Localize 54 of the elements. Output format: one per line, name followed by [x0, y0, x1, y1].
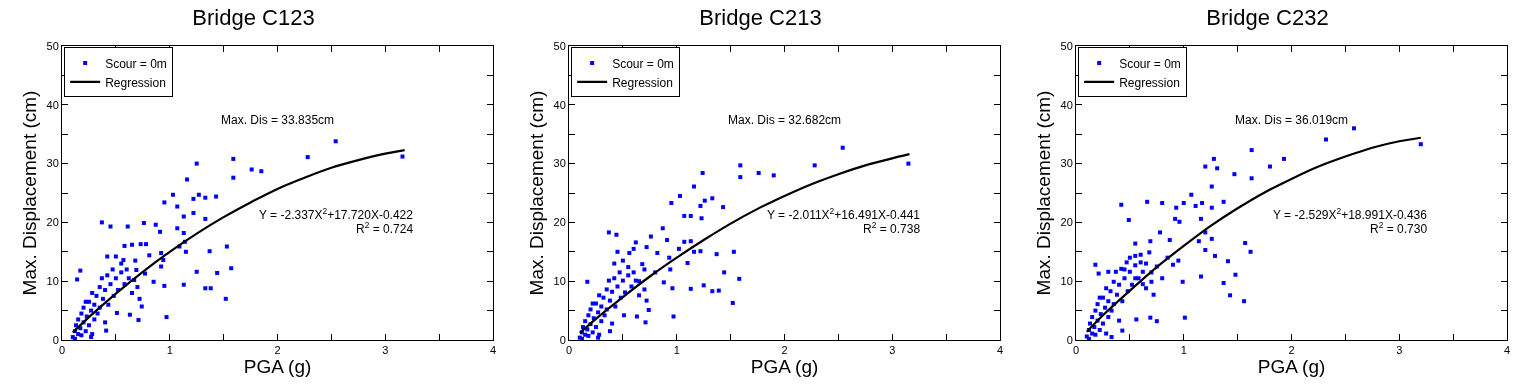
y-tick-label: 0	[1066, 333, 1073, 346]
y-tick-label: 40	[553, 98, 566, 111]
chart-title: Bridge C232	[1206, 5, 1329, 31]
y-tick-label: 10	[553, 275, 566, 288]
x-tick-label: 4	[489, 344, 497, 357]
y-tick-label: 50	[46, 39, 59, 52]
y-tick-label: 30	[553, 157, 566, 170]
legend-label: Scour = 0m	[612, 56, 674, 71]
legend-label: Regression	[1119, 75, 1180, 90]
annotation: Max. Dis = 36.019cm	[1235, 113, 1349, 127]
x-tick-label: 1	[1180, 344, 1187, 357]
annotation: Max. Dis = 32.682cm	[728, 113, 842, 127]
annotation: Y = -2.011X$^{2}$+16.491X-0.441	[767, 206, 921, 223]
y-tick-label: 20	[553, 216, 566, 229]
y-axis-title: Max. Displacement (cm)	[526, 90, 548, 296]
x-tick-label: 2	[781, 344, 788, 357]
x-tick-label: 4	[1503, 344, 1511, 357]
legend-label: Scour = 0m	[105, 56, 167, 71]
y-tick-label: 40	[1060, 98, 1073, 111]
annotation: Y = -2.337X$^{2}$+17.720X-0.422	[259, 206, 414, 223]
annotation: R$^{2}$ = 0.730	[1370, 220, 1428, 237]
y-tick-label: 50	[1060, 39, 1073, 52]
y-tick-label: 0	[559, 333, 566, 346]
annotation: Y = -2.529X$^{2}$+18.991X-0.436	[1273, 206, 1428, 223]
y-tick-label: 10	[1060, 275, 1073, 288]
y-tick-label: 20	[46, 216, 59, 229]
x-axis-title: PGA (g)	[243, 356, 312, 378]
x-tick-label: 2	[274, 344, 281, 357]
y-tick-label: 20	[1060, 216, 1073, 229]
y-tick-label: 40	[46, 98, 59, 111]
y-tick-label: 30	[46, 157, 59, 170]
y-axis-title: Max. Displacement (cm)	[19, 90, 41, 296]
x-tick-label: 3	[382, 344, 389, 357]
x-tick-label: 1	[166, 344, 173, 357]
chart-title: Bridge C213	[699, 5, 822, 31]
annotation: R$^{2}$ = 0.724	[356, 220, 414, 237]
legend-label: Regression	[612, 75, 673, 90]
y-tick-label: 10	[46, 275, 59, 288]
y-tick-label: 50	[553, 39, 566, 52]
y-axis-title: Max. Displacement (cm)	[1033, 90, 1055, 296]
annotation: R$^{2}$ = 0.738	[863, 220, 921, 237]
chart-title: Bridge C123	[192, 5, 315, 31]
x-tick-label: 4	[996, 344, 1004, 357]
x-tick-label: 3	[889, 344, 896, 357]
legend-label: Scour = 0m	[1119, 56, 1181, 71]
y-tick-label: 0	[52, 333, 59, 346]
x-axis-title: PGA (g)	[1257, 356, 1326, 378]
x-tick-label: 2	[1288, 344, 1295, 357]
y-tick-label: 30	[1060, 157, 1073, 170]
annotation: Max. Dis = 33.835cm	[221, 113, 335, 127]
x-axis-title: PGA (g)	[750, 356, 819, 378]
x-tick-label: 1	[673, 344, 680, 357]
legend-label: Regression	[105, 75, 166, 90]
x-tick-label: 3	[1396, 344, 1403, 357]
